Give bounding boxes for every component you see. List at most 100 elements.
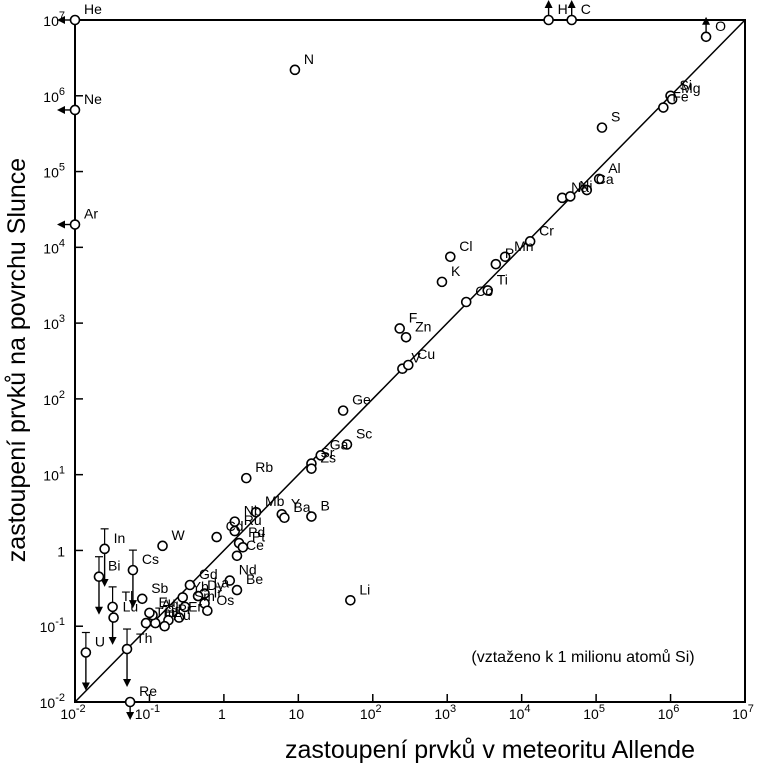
data-point-re	[124, 696, 136, 708]
point-label-bi: Bi	[108, 558, 120, 574]
point-label-o: O	[715, 18, 726, 34]
data-point-n	[289, 64, 301, 76]
point-label-ge: Ge	[352, 392, 371, 408]
y-axis-title: zastoupení prvků na povrchu Slunce	[3, 158, 31, 562]
point-label-s: S	[611, 109, 620, 125]
point-label-hf: Hf	[164, 604, 178, 620]
data-point-lu	[108, 612, 119, 623]
data-point-c	[566, 14, 578, 26]
data-point-gd	[184, 579, 196, 591]
point-label-au: Au	[174, 607, 191, 623]
data-point-s	[596, 122, 608, 133]
point-label-ir: Ir	[214, 584, 223, 600]
point-label-tm: Tm	[155, 604, 175, 620]
y-tick-label: 106	[43, 86, 65, 105]
data-point-mb	[250, 506, 262, 518]
data-point-au	[159, 620, 170, 632]
point-label-pt: Pt	[252, 528, 265, 544]
point-label-lu: Lu	[123, 599, 139, 615]
data-point-cs	[127, 564, 139, 576]
point-label-li: Li	[359, 581, 370, 597]
point-label-ar: Ar	[84, 206, 98, 222]
point-label-ni: Ni	[579, 177, 592, 193]
y-tick-label: 101	[43, 465, 65, 484]
point-label-sb: Sb	[151, 580, 168, 596]
data-point-co	[460, 296, 472, 308]
data-point-tm	[140, 617, 152, 629]
point-label-pr: Pr	[177, 601, 191, 617]
point-label-dy: Dy	[207, 577, 224, 593]
point-label-mg: Mg	[681, 80, 700, 96]
point-label-w: W	[172, 527, 186, 543]
point-label-ag: Ag	[162, 596, 179, 612]
y-tick-label: 102	[43, 389, 65, 408]
data-point-li	[345, 594, 356, 606]
data-point-cr	[524, 236, 536, 247]
point-label-na: Na	[571, 179, 589, 195]
data-point-zn	[400, 331, 412, 343]
data-point-k	[436, 276, 448, 288]
point-label-c: C	[581, 1, 591, 17]
point-label-gd: Gd	[199, 566, 218, 582]
data-point-al	[593, 173, 605, 185]
normalization-note: (vztaženo k 1 milionu atomů Si)	[471, 648, 694, 666]
plot-frame	[74, 19, 746, 703]
y-tick-label: 10-2	[40, 692, 65, 711]
point-label-re: Re	[139, 683, 157, 699]
y-tick-label: 105	[43, 162, 65, 181]
point-label-ca: Ca	[596, 171, 614, 187]
x-tick-label: 10-2	[60, 703, 85, 722]
data-point-ne	[69, 104, 81, 116]
point-label-mb: Mb	[265, 493, 285, 509]
data-point-nd	[224, 575, 236, 586]
data-point-fe	[658, 102, 669, 113]
data-point-mg	[666, 93, 678, 105]
point-label-he: He	[84, 1, 102, 17]
y-tick-label: 103	[43, 313, 65, 332]
data-point-os	[202, 605, 213, 617]
data-point-ti	[482, 285, 494, 296]
x-tick-label: 107	[732, 703, 754, 722]
x-tick-label: 1	[218, 706, 226, 722]
data-point-rb	[240, 472, 252, 484]
data-point-sm	[179, 601, 191, 613]
data-point-er	[173, 612, 185, 623]
point-label-si: Si	[680, 77, 692, 93]
data-point-o	[700, 31, 712, 43]
point-label-v: V	[411, 350, 421, 366]
point-label-k: K	[451, 263, 461, 279]
data-point-ga	[315, 450, 327, 461]
x-tick-label: 10-1	[135, 703, 160, 722]
data-point-ni	[564, 191, 576, 202]
point-label-fe: Fe	[672, 89, 689, 105]
data-point-dy	[192, 590, 204, 602]
data-point-ba	[279, 512, 290, 524]
x-tick-label: 103	[434, 703, 456, 722]
data-point-u	[80, 647, 92, 658]
point-label-b: B	[320, 498, 329, 514]
point-label-n: N	[304, 51, 314, 67]
point-label-la: La	[214, 575, 230, 591]
y-tick-label: 1	[57, 543, 65, 559]
point-label-sr: Sr	[320, 445, 334, 461]
point-label-co: Co	[475, 283, 493, 299]
data-point-sc	[341, 439, 353, 450]
data-point-f	[394, 323, 406, 334]
data-point-ar	[69, 219, 81, 230]
point-label-zs: Zs	[320, 450, 336, 466]
point-label-cl: Cl	[459, 238, 472, 254]
point-label-ce: Ce	[246, 537, 264, 553]
point-label-y: Y	[291, 495, 301, 511]
point-label-rb: Rb	[255, 459, 273, 475]
point-label-sc: Sc	[356, 426, 372, 442]
point-label-p: P	[505, 245, 514, 261]
data-point-bi	[93, 571, 105, 583]
point-label-zn: Zn	[415, 318, 431, 334]
point-label-be: Be	[246, 571, 263, 587]
data-point-mn	[499, 251, 511, 263]
data-point-he	[69, 14, 81, 26]
data-point-eu	[144, 607, 155, 619]
data-point-pt	[237, 542, 249, 553]
point-label-mn: Mn	[514, 238, 533, 254]
